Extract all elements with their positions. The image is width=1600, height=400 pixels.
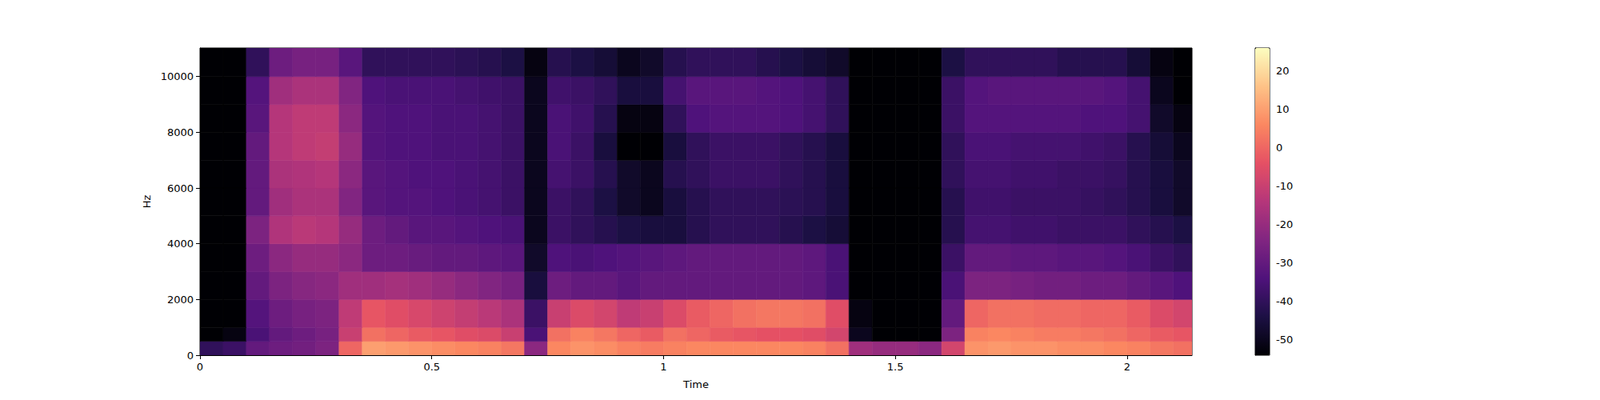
svg-text:-20: -20 <box>1276 218 1293 231</box>
svg-text:6000: 6000 <box>167 182 194 195</box>
svg-text:4000: 4000 <box>167 237 194 250</box>
svg-text:-30: -30 <box>1276 256 1293 269</box>
svg-text:10: 10 <box>1276 103 1290 116</box>
svg-text:-10: -10 <box>1276 180 1293 192</box>
svg-text:-40: -40 <box>1276 295 1293 308</box>
svg-text:8000: 8000 <box>167 126 194 139</box>
svg-text:0: 0 <box>1276 141 1283 154</box>
svg-text:Time: Time <box>682 378 709 391</box>
svg-text:Hz: Hz <box>140 195 153 209</box>
svg-text:-50: -50 <box>1276 333 1293 346</box>
svg-text:0: 0 <box>187 349 194 362</box>
svg-text:0: 0 <box>196 360 204 373</box>
svg-text:20: 20 <box>1276 64 1290 77</box>
svg-text:2000: 2000 <box>167 293 194 306</box>
svg-text:10000: 10000 <box>160 70 194 83</box>
svg-text:1: 1 <box>660 360 667 373</box>
svg-text:0.5: 0.5 <box>423 360 440 373</box>
svg-text:1.5: 1.5 <box>887 360 904 373</box>
svg-text:2: 2 <box>1124 360 1131 373</box>
